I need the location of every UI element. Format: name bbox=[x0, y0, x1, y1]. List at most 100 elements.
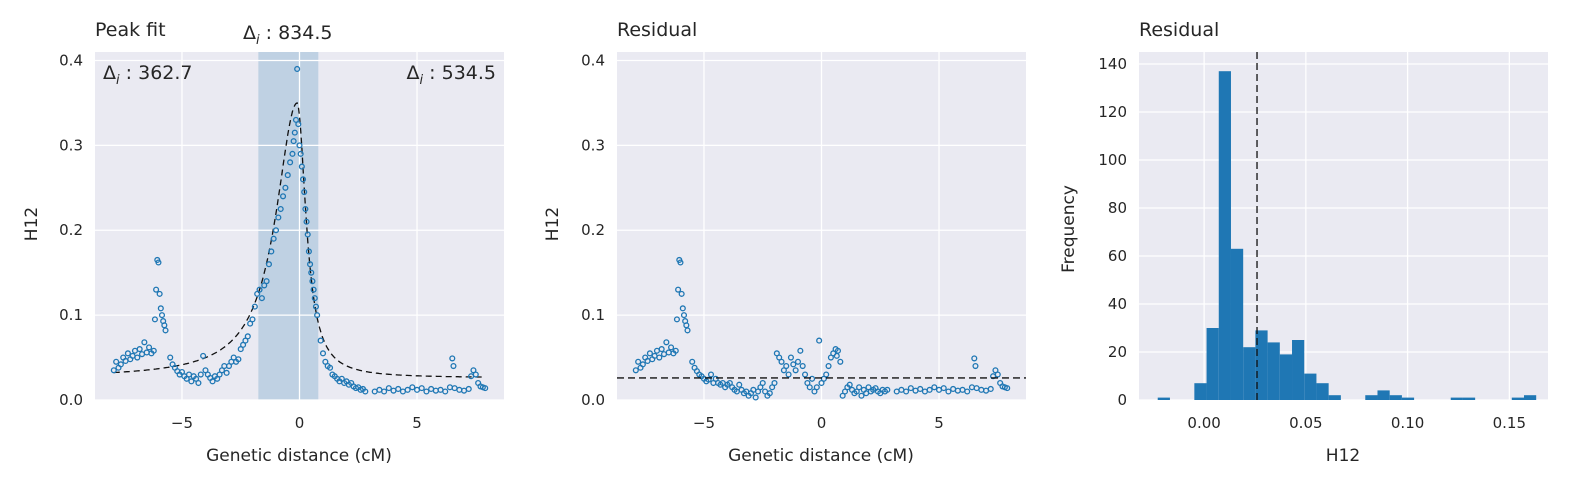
data-point bbox=[167, 354, 174, 361]
residual-histogram-panel: 0.00 0.05 0.10 0.15 0 20 40 60 80 100 120 140 Residu… bbox=[1059, 19, 1548, 466]
data-point bbox=[656, 354, 663, 361]
data-point bbox=[287, 159, 294, 166]
x-tick-label: −5 bbox=[693, 414, 715, 432]
data-point bbox=[799, 362, 806, 370]
data-point bbox=[395, 385, 402, 393]
data-point bbox=[766, 390, 773, 397]
data-point bbox=[188, 378, 195, 385]
data-point bbox=[308, 269, 315, 276]
x-tick-label: 5 bbox=[412, 414, 422, 432]
y-tick-label: 0.3 bbox=[581, 136, 605, 154]
data-point bbox=[223, 369, 230, 376]
data-point bbox=[304, 231, 311, 238]
data-point bbox=[157, 305, 164, 312]
data-point bbox=[302, 205, 309, 213]
data-point bbox=[251, 303, 258, 310]
y-tick-label: 0.2 bbox=[581, 221, 605, 239]
histogram-bar bbox=[1377, 390, 1390, 400]
x-tick-label: 0.15 bbox=[1493, 414, 1526, 432]
panel-title: Residual bbox=[617, 19, 697, 41]
data-point bbox=[296, 142, 303, 149]
data-point bbox=[806, 384, 813, 391]
data-point bbox=[282, 184, 289, 191]
data-point bbox=[472, 371, 479, 378]
data-point bbox=[290, 138, 297, 145]
histogram-bar bbox=[1511, 397, 1524, 400]
panel-title: Residual bbox=[1139, 19, 1219, 41]
data-point bbox=[136, 346, 143, 353]
y-axis-label: H12 bbox=[543, 207, 563, 241]
data-point bbox=[289, 150, 296, 157]
histogram-bar bbox=[1255, 330, 1268, 400]
histogram-bar bbox=[1304, 373, 1317, 400]
data-point bbox=[752, 394, 759, 401]
data-point bbox=[124, 350, 131, 357]
data-point bbox=[235, 356, 242, 363]
data-point bbox=[675, 286, 682, 293]
data-point bbox=[249, 316, 256, 323]
data-point bbox=[785, 371, 792, 378]
data-point bbox=[668, 344, 675, 351]
data-point bbox=[778, 358, 785, 365]
data-point bbox=[689, 358, 696, 365]
peak-fit-panel: −5 0 5 0.0 0.1 0.2 0.3 0.4 Δi : 362.7 Δi : 834.5 Δ… bbox=[22, 19, 504, 466]
y-tick-label: 0.2 bbox=[59, 221, 83, 239]
data-point bbox=[482, 385, 489, 392]
data-point bbox=[418, 385, 425, 392]
data-point bbox=[197, 371, 204, 378]
histogram-bar bbox=[1401, 397, 1415, 400]
y-tick-label: 0.4 bbox=[581, 51, 605, 69]
y-tick-label: 120 bbox=[1098, 103, 1127, 121]
data-point bbox=[258, 295, 265, 302]
y-tick-label: 140 bbox=[1098, 55, 1127, 73]
histogram-bar bbox=[1523, 395, 1537, 400]
data-point bbox=[635, 358, 642, 365]
data-point bbox=[270, 235, 277, 242]
data-point bbox=[155, 259, 162, 266]
data-point bbox=[994, 371, 1001, 378]
data-point bbox=[305, 248, 312, 255]
data-point bbox=[1004, 385, 1011, 392]
x-tick-label: 0.05 bbox=[1289, 414, 1322, 432]
data-point bbox=[632, 367, 639, 374]
histogram-bar bbox=[1206, 328, 1219, 400]
data-point bbox=[209, 378, 216, 385]
data-point bbox=[790, 361, 797, 368]
y-tick-label: 0.1 bbox=[581, 306, 605, 324]
plot-area bbox=[1139, 52, 1548, 400]
data-point bbox=[672, 347, 679, 354]
data-point bbox=[907, 385, 914, 392]
data-point bbox=[314, 312, 321, 319]
data-point bbox=[450, 362, 457, 370]
data-point bbox=[442, 388, 449, 395]
highlight-span bbox=[258, 52, 319, 400]
histogram-bar bbox=[1194, 383, 1207, 400]
x-tick-label: 5 bbox=[934, 414, 944, 432]
data-point bbox=[309, 278, 316, 285]
data-point bbox=[284, 172, 291, 179]
data-point bbox=[823, 371, 830, 378]
data-point bbox=[277, 205, 284, 213]
x-axis-label: H12 bbox=[1326, 446, 1360, 466]
data-point bbox=[964, 388, 971, 395]
data-point bbox=[759, 379, 766, 387]
data-point bbox=[279, 193, 287, 200]
y-axis-label: Frequency bbox=[1059, 185, 1079, 273]
residual-scatter-panel: −5 0 5 0.0 0.1 0.2 0.3 0.4 Residual Genetic dista… bbox=[543, 19, 1026, 466]
delta-annotation: Δi : 362.7 bbox=[103, 62, 193, 88]
data-point bbox=[931, 384, 938, 391]
y-tick-label: 40 bbox=[1108, 295, 1127, 313]
data-point bbox=[381, 388, 388, 395]
data-point bbox=[301, 188, 308, 196]
data-point bbox=[917, 385, 924, 393]
data-point bbox=[825, 362, 832, 370]
y-tick-label: 20 bbox=[1108, 343, 1127, 361]
data-point bbox=[678, 290, 685, 297]
data-point bbox=[856, 384, 863, 391]
histogram-bar bbox=[1292, 340, 1305, 400]
data-point bbox=[465, 385, 472, 393]
data-point bbox=[945, 388, 952, 395]
data-point bbox=[195, 379, 202, 387]
data-point bbox=[268, 248, 275, 255]
data-point bbox=[884, 386, 891, 393]
